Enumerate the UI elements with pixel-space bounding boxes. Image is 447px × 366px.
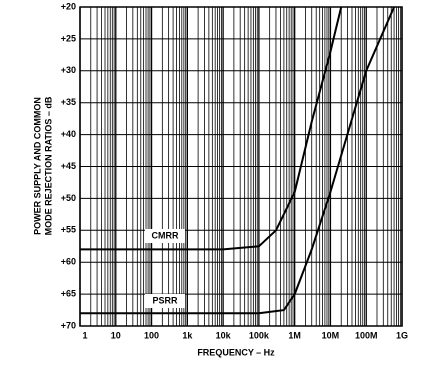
y-tick-label: +55 bbox=[61, 225, 76, 235]
series-label-bg bbox=[145, 229, 185, 243]
x-axis-label: FREQUENCY – Hz bbox=[197, 347, 275, 357]
x-tick-label: 100k bbox=[249, 330, 270, 340]
y-tick-label: +30 bbox=[61, 65, 76, 75]
y-tick-label: +35 bbox=[61, 97, 76, 107]
y-tick-label: +65 bbox=[61, 288, 76, 298]
x-tick-label: 10M bbox=[322, 330, 340, 340]
y-tick-label: +25 bbox=[61, 33, 76, 43]
line-series bbox=[80, 6, 396, 315]
x-tick-label: 10 bbox=[111, 330, 121, 340]
x-tick-label: 1 bbox=[82, 330, 87, 340]
line-series bbox=[80, 6, 343, 251]
y-tick-label: +45 bbox=[61, 161, 76, 171]
y-tick-label: +50 bbox=[61, 193, 76, 203]
y-axis-label: POWER SUPPLY AND COMMON bbox=[32, 97, 42, 235]
y-tick-label: +40 bbox=[61, 129, 76, 139]
plot-frame bbox=[79, 6, 403, 327]
y-tick-label: +70 bbox=[61, 320, 76, 330]
y-tick-label: +60 bbox=[61, 257, 76, 267]
series-label-bg bbox=[145, 294, 185, 308]
x-tick-label: 1G bbox=[396, 330, 408, 340]
series-label: CMRR bbox=[152, 230, 179, 240]
x-tick-label: 100 bbox=[144, 330, 159, 340]
x-tick-label: 1k bbox=[182, 330, 193, 340]
y-axis-label: MODE REJECTION RATIOS – dB bbox=[43, 96, 53, 235]
x-tick-label: 1M bbox=[288, 330, 301, 340]
x-tick-label: 100M bbox=[355, 330, 378, 340]
y-tick-label: +20 bbox=[61, 1, 76, 11]
x-tick-label: 10k bbox=[216, 330, 232, 340]
series-label: PSRR bbox=[152, 295, 178, 305]
